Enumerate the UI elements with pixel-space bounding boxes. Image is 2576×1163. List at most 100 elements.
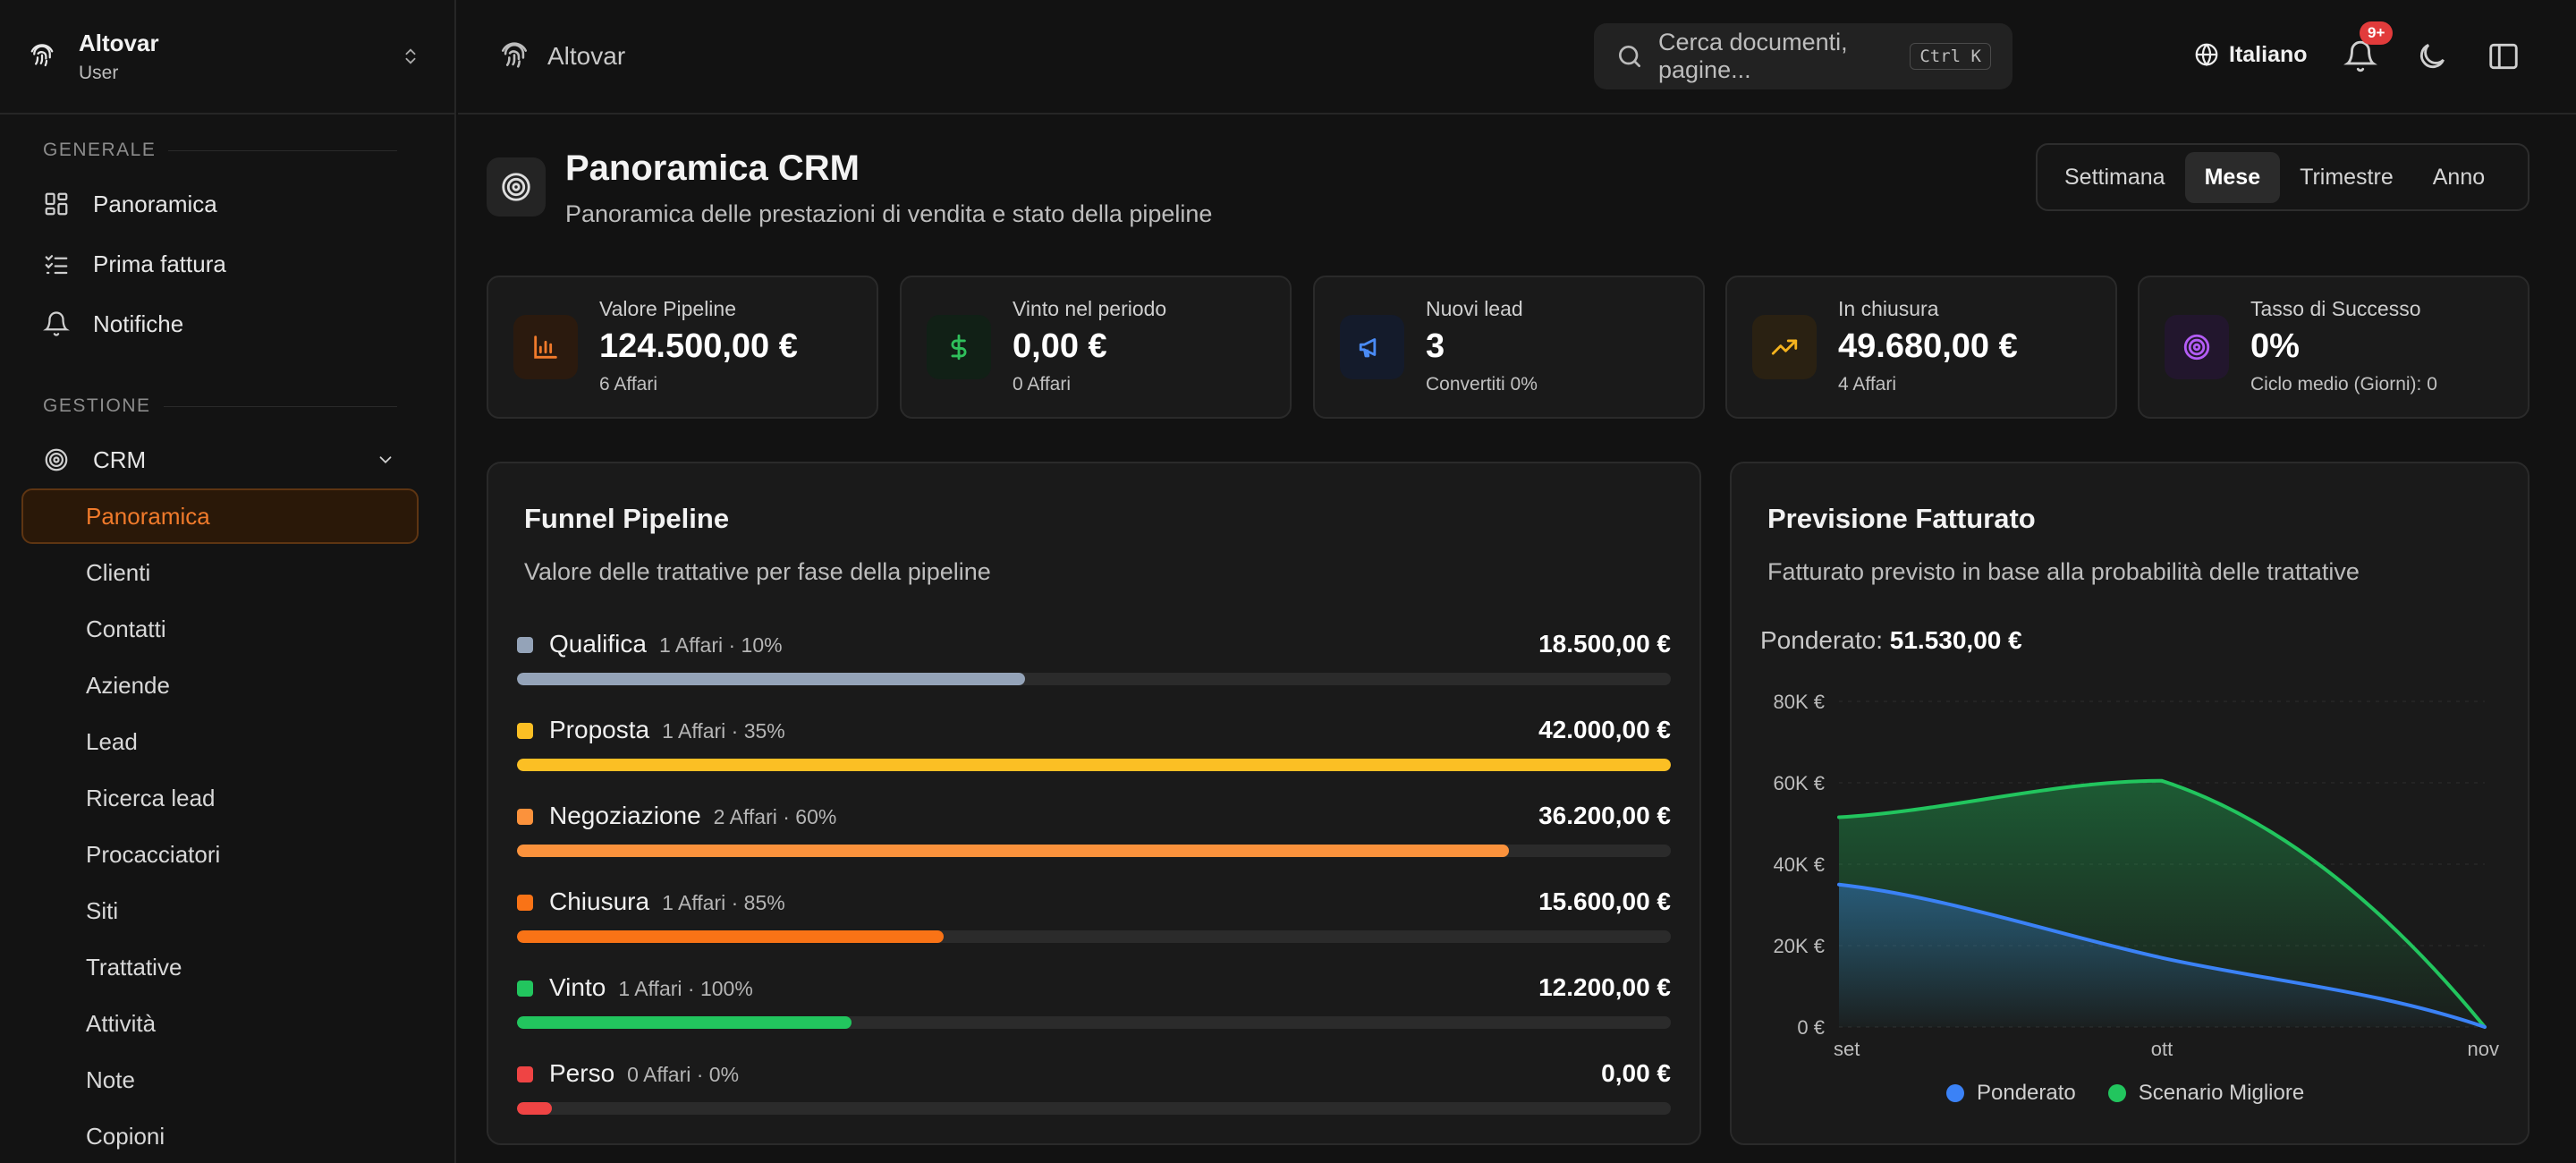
legend-item-ponderato[interactable]: Ponderato: [1946, 1081, 2076, 1106]
sidebar-subitem-clienti[interactable]: Clienti: [86, 558, 151, 586]
sidebar-subitem-panoramica[interactable]: Panoramica: [21, 488, 419, 544]
kpi-value: 0,00 €: [1013, 327, 1107, 365]
page-title: Panoramica CRM: [565, 149, 860, 188]
breadcrumb[interactable]: Altovar: [499, 41, 625, 72]
fingerprint-icon: [30, 44, 54, 67]
trending-up-icon: [1771, 339, 1798, 355]
org-name: Altovar: [79, 29, 159, 56]
x-tick-label: set: [1834, 1038, 1860, 1060]
sidebar-subitem-lead[interactable]: Lead: [86, 727, 138, 755]
kpi-sub: 6 Affari: [599, 374, 657, 395]
kpi-label: Tasso di Successo: [2250, 297, 2421, 320]
funnel-pipeline-card: Funnel Pipeline Valore delle trattative …: [487, 462, 1701, 1145]
kpi-sub: 4 Affari: [1838, 374, 1896, 395]
language-selector[interactable]: Italiano: [2193, 41, 2308, 68]
target-icon: [2183, 334, 2210, 361]
kpi-value: 0%: [2250, 327, 2300, 365]
card-title: Funnel Pipeline: [524, 503, 730, 534]
kpi-card-valore-pipeline: Valore Pipeline 124.500,00 € 6 Affari: [487, 276, 878, 419]
funnel-stage-perso[interactable]: Perso 0 Affari · 0% 0,00 €: [517, 1054, 1671, 1140]
card-subtitle: Valore delle trattative per fase della p…: [524, 558, 991, 585]
stage-name: Qualifica: [549, 630, 647, 658]
stage-name: Negoziazione: [549, 802, 701, 829]
kpi-label: Nuovi lead: [1426, 297, 1523, 320]
stage-meta: 1 Affari · 10%: [658, 633, 783, 657]
moon-icon[interactable]: [2415, 39, 2449, 73]
y-tick-label: 60K €: [1774, 772, 1826, 794]
sidebar-subitem-contatti[interactable]: Contatti: [86, 615, 166, 642]
stage-progress-track: [517, 930, 1671, 943]
notifications-badge: 9+: [2360, 21, 2394, 45]
globe-icon: [2195, 43, 2218, 67]
chevrons-up-down-icon[interactable]: [401, 45, 420, 68]
sidebar-subitem-ricerca-lead[interactable]: Ricerca lead: [86, 784, 216, 811]
kpi-value: 3: [1426, 327, 1445, 365]
megaphone-icon: [1359, 338, 1377, 358]
kpi-label: In chiusura: [1838, 297, 1939, 320]
funnel-stage-qualifica[interactable]: Qualifica 1 Affari · 10% 18.500,00 €: [517, 624, 1671, 710]
funnel-stage-proposta[interactable]: Proposta 1 Affari · 35% 42.000,00 €: [517, 710, 1671, 796]
bar-chart-icon: [534, 335, 557, 359]
sidebar-item-notifiche[interactable]: Notifiche: [43, 299, 419, 349]
period-settimana[interactable]: Settimana: [2064, 164, 2165, 190]
stage-dot: [517, 1066, 533, 1082]
stage-progress-track: [517, 759, 1671, 771]
legend-item-scenario-migliore[interactable]: Scenario Migliore: [2107, 1081, 2304, 1106]
sidebar-subitem-trattative[interactable]: Trattative: [86, 953, 182, 980]
period-trimestre[interactable]: Trimestre: [2300, 164, 2394, 190]
dollar-icon: [951, 334, 967, 361]
series-line-scenario-migliore: [1837, 778, 2487, 1029]
sidebar-toggle-icon[interactable]: [2487, 39, 2521, 73]
weighted-value: 51.530,00 €: [1889, 626, 2022, 654]
search-placeholder: Cerca documenti, pagine...: [1658, 29, 1848, 83]
stage-dot: [517, 723, 533, 739]
period-selector: Settimana Mese Trimestre Anno: [2036, 143, 2529, 211]
chart-legend: Ponderato Scenario Migliore: [1946, 1081, 2336, 1106]
stage-progress-track: [517, 1016, 1671, 1029]
sidebar: Altovar User GENERALE Panoramica Prima f…: [0, 0, 456, 1163]
stage-meta: 0 Affari · 0%: [627, 1063, 740, 1086]
sidebar-item-crm[interactable]: CRM: [43, 435, 419, 485]
search-input[interactable]: Cerca documenti, pagine... Ctrl K: [1594, 23, 2012, 89]
breadcrumb-label: Altovar: [547, 42, 626, 70]
stage-progress-track: [517, 845, 1671, 857]
org-switcher[interactable]: Altovar User: [0, 0, 454, 115]
forecast-area-chart[interactable]: 0 € 20K € 40K € 60K € 80K € set ott nov: [1732, 678, 2528, 1072]
stage-meta: 1 Affari · 35%: [662, 719, 785, 743]
sidebar-item-panoramica[interactable]: Panoramica: [43, 179, 419, 229]
sidebar-subitem-attivita[interactable]: Attività: [86, 1009, 157, 1037]
sidebar-subitem-siti[interactable]: Siti: [86, 896, 119, 924]
y-tick-label: 0 €: [1797, 1016, 1825, 1039]
period-mese[interactable]: Mese: [2184, 151, 2281, 203]
sidebar-subitem-aziende[interactable]: Aziende: [86, 671, 170, 699]
funnel-stage-negoziazione[interactable]: Negoziazione 2 Affari · 60% 36.200,00 €: [517, 796, 1671, 882]
sidebar-subitem-note[interactable]: Note: [86, 1065, 135, 1093]
kpi-sub: Ciclo medio (Giorni): 0: [2250, 374, 2437, 395]
sidebar-subitem-copioni[interactable]: Copioni: [86, 1122, 165, 1150]
weighted-label: Ponderato:: [1760, 626, 1883, 654]
card-subtitle: Fatturato previsto in base alla probabil…: [1767, 558, 2360, 585]
dashboard-icon: [45, 192, 68, 216]
funnel-stage-chiusura[interactable]: Chiusura 1 Affari · 85% 15.600,00 €: [517, 882, 1671, 968]
period-anno[interactable]: Anno: [2432, 164, 2486, 190]
sidebar-item-label: Prima fattura: [93, 250, 226, 277]
stage-value: 15.600,00 €: [1538, 887, 1671, 915]
stage-meta: 1 Affari · 100%: [618, 977, 753, 1000]
search-icon: [1619, 46, 1640, 67]
target-icon: [45, 448, 68, 471]
sidebar-subitem-procacciatori[interactable]: Procacciatori: [86, 840, 221, 868]
checklist-icon: [45, 255, 68, 275]
legend-dot: [2107, 1084, 2126, 1102]
card-title: Previsione Fatturato: [1767, 503, 2036, 534]
kpi-label: Valore Pipeline: [599, 297, 737, 320]
kpi-value: 124.500,00 €: [599, 327, 798, 365]
stage-progress-fill: [517, 759, 1671, 771]
stage-meta: 2 Affari · 60%: [713, 805, 837, 828]
top-header: Altovar Cerca documenti, pagine... Ctrl …: [458, 0, 2576, 115]
notifications-bell-icon[interactable]: [2343, 39, 2377, 73]
funnel-stage-vinto[interactable]: Vinto 1 Affari · 100% 12.200,00 €: [517, 968, 1671, 1054]
sidebar-item-prima-fattura[interactable]: Prima fattura: [43, 239, 419, 289]
group-label-generale: GENERALE: [43, 140, 397, 161]
x-tick-label: nov: [2468, 1038, 2499, 1060]
kpi-card-vinto-nel-periodo: Vinto nel periodo 0,00 € 0 Affari: [900, 276, 1292, 419]
